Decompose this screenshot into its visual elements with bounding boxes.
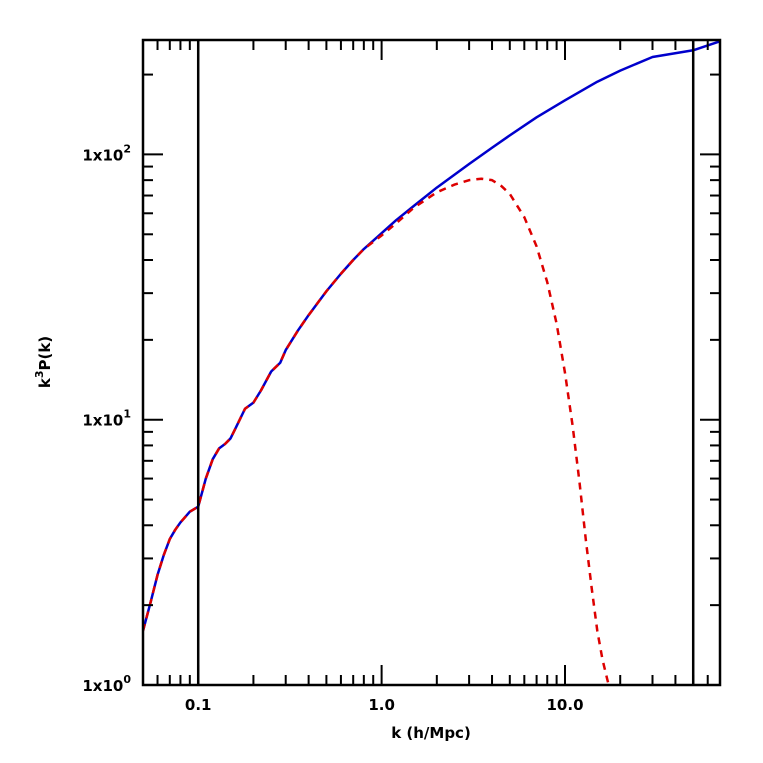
series-line-1 xyxy=(143,177,611,685)
plot-frame xyxy=(141,38,722,687)
y-axis-label-suffix: P(k) xyxy=(36,336,54,371)
series-layer xyxy=(143,40,720,685)
x-axis-label: k (h/Mpc) xyxy=(391,724,471,742)
vertical-lines xyxy=(196,40,695,685)
y-tick-label: 1x102 xyxy=(82,142,131,164)
y-tick-mantissa: 1x10 xyxy=(82,677,123,695)
y-tick-mantissa: 1x10 xyxy=(82,412,123,430)
x-tick-label: 1.0 xyxy=(368,696,395,714)
y-tick-exponent: 0 xyxy=(123,673,131,686)
y-tick-exponent: 2 xyxy=(123,142,131,155)
x-tick-label: 10.0 xyxy=(547,696,584,714)
y-tick-exponent: 1 xyxy=(123,408,131,421)
x-tick-label: 0.1 xyxy=(185,696,212,714)
y-axis-label-sup: 3 xyxy=(33,371,46,379)
y-tick-label: 1x100 xyxy=(82,673,131,695)
y-axis-label: k3P(k) xyxy=(33,336,54,388)
axis-ticks xyxy=(142,40,721,686)
y-tick-mantissa: 1x10 xyxy=(82,146,123,164)
y-tick-label: 1x101 xyxy=(82,408,131,430)
series-line-0 xyxy=(143,40,720,632)
y-axis-label-prefix: k xyxy=(36,377,54,388)
